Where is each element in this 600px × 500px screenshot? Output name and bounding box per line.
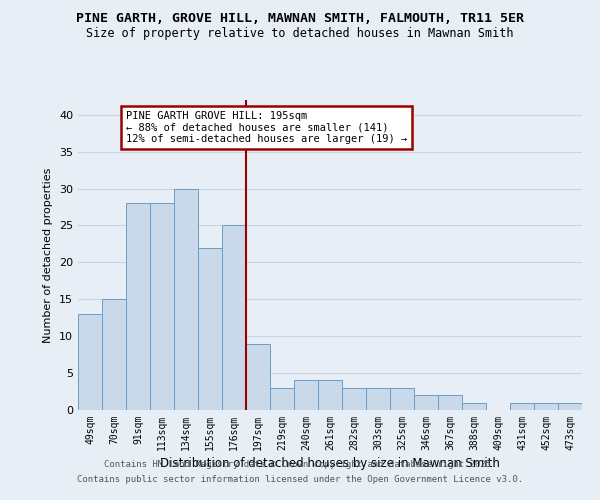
Bar: [246, 344, 270, 410]
Bar: [366, 388, 390, 410]
Text: PINE GARTH, GROVE HILL, MAWNAN SMITH, FALMOUTH, TR11 5ER: PINE GARTH, GROVE HILL, MAWNAN SMITH, FA…: [76, 12, 524, 26]
Bar: [510, 402, 534, 410]
Bar: [78, 314, 102, 410]
Text: Contains public sector information licensed under the Open Government Licence v3: Contains public sector information licen…: [77, 475, 523, 484]
Text: PINE GARTH GROVE HILL: 195sqm
← 88% of detached houses are smaller (141)
12% of : PINE GARTH GROVE HILL: 195sqm ← 88% of d…: [126, 111, 407, 144]
Text: Contains HM Land Registry data © Crown copyright and database right 2025.: Contains HM Land Registry data © Crown c…: [104, 460, 496, 469]
Bar: [558, 402, 582, 410]
Bar: [294, 380, 318, 410]
Bar: [390, 388, 414, 410]
Bar: [174, 188, 198, 410]
Bar: [462, 402, 486, 410]
Bar: [198, 248, 222, 410]
Y-axis label: Number of detached properties: Number of detached properties: [43, 168, 53, 342]
Bar: [534, 402, 558, 410]
Bar: [438, 395, 462, 410]
X-axis label: Distribution of detached houses by size in Mawnan Smith: Distribution of detached houses by size …: [160, 457, 500, 470]
Bar: [318, 380, 342, 410]
Bar: [126, 204, 150, 410]
Bar: [150, 204, 174, 410]
Bar: [102, 300, 126, 410]
Bar: [222, 226, 246, 410]
Bar: [342, 388, 366, 410]
Bar: [270, 388, 294, 410]
Bar: [414, 395, 438, 410]
Text: Size of property relative to detached houses in Mawnan Smith: Size of property relative to detached ho…: [86, 28, 514, 40]
